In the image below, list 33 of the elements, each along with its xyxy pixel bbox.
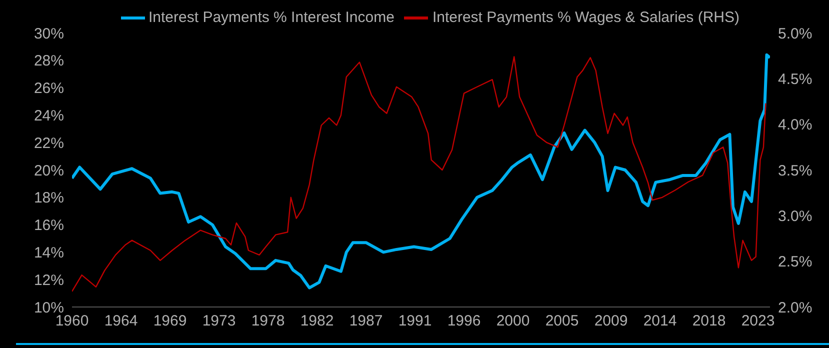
y-tick-label: 16% bbox=[34, 217, 64, 234]
y2-tick-label: 4.0% bbox=[778, 116, 812, 134]
y-tick-label: 30% bbox=[34, 25, 64, 42]
x-tick-label: 2005 bbox=[545, 312, 579, 330]
x-tick-label: 1996 bbox=[447, 312, 481, 330]
y-tick-label: 12% bbox=[34, 272, 64, 289]
x-tick-label: 1973 bbox=[202, 312, 236, 330]
y-tick-label: 28% bbox=[34, 52, 64, 70]
x-tick-label: 2014 bbox=[643, 312, 677, 330]
y2-tick-label: 4.5% bbox=[778, 70, 812, 88]
legend-label: Interest Payments % Interest Income bbox=[148, 8, 394, 26]
x-tick-label: 2000 bbox=[496, 312, 530, 330]
legend-label: Interest Payments % Wages & Salaries (RHS) bbox=[432, 8, 740, 26]
x-tick-label: 1964 bbox=[104, 312, 138, 330]
y2-tick-label: 3.0% bbox=[778, 208, 812, 225]
y-tick-label: 22% bbox=[34, 134, 64, 152]
x-tick-label: 1982 bbox=[300, 312, 334, 330]
y2-tick-label: 5.0% bbox=[778, 25, 812, 42]
y-tick-label: 24% bbox=[34, 108, 64, 125]
x-tick-label: 2009 bbox=[594, 312, 628, 330]
y2-tick-label: 2.5% bbox=[778, 254, 812, 271]
y2-tick-label: 3.5% bbox=[778, 162, 812, 180]
x-tick-label: 1991 bbox=[398, 312, 432, 330]
x-tick-label: 2023 bbox=[741, 312, 775, 330]
y-tick-label: 14% bbox=[34, 244, 64, 262]
x-tick-label: 1987 bbox=[349, 312, 383, 330]
y2-tick-label: 2.0% bbox=[778, 299, 812, 316]
x-tick-label: 1969 bbox=[153, 312, 187, 330]
y-tick-label: 18% bbox=[34, 190, 64, 207]
x-tick-label: 2018 bbox=[692, 312, 726, 330]
y-tick-label: 26% bbox=[34, 80, 64, 98]
x-tick-label: 1978 bbox=[251, 312, 285, 330]
y-tick-label: 20% bbox=[34, 162, 64, 180]
